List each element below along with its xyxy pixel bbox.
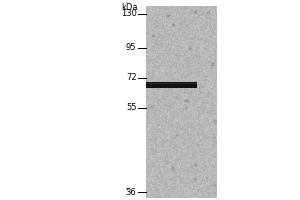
Bar <box>146 83 196 84</box>
Text: 72: 72 <box>126 73 136 82</box>
Text: 55: 55 <box>126 103 136 112</box>
Text: 95: 95 <box>126 44 136 52</box>
Bar <box>146 82 196 88</box>
Text: *: * <box>126 188 129 192</box>
Text: kDa: kDa <box>122 3 138 12</box>
Text: 36: 36 <box>126 188 136 197</box>
Text: 130: 130 <box>121 9 136 19</box>
